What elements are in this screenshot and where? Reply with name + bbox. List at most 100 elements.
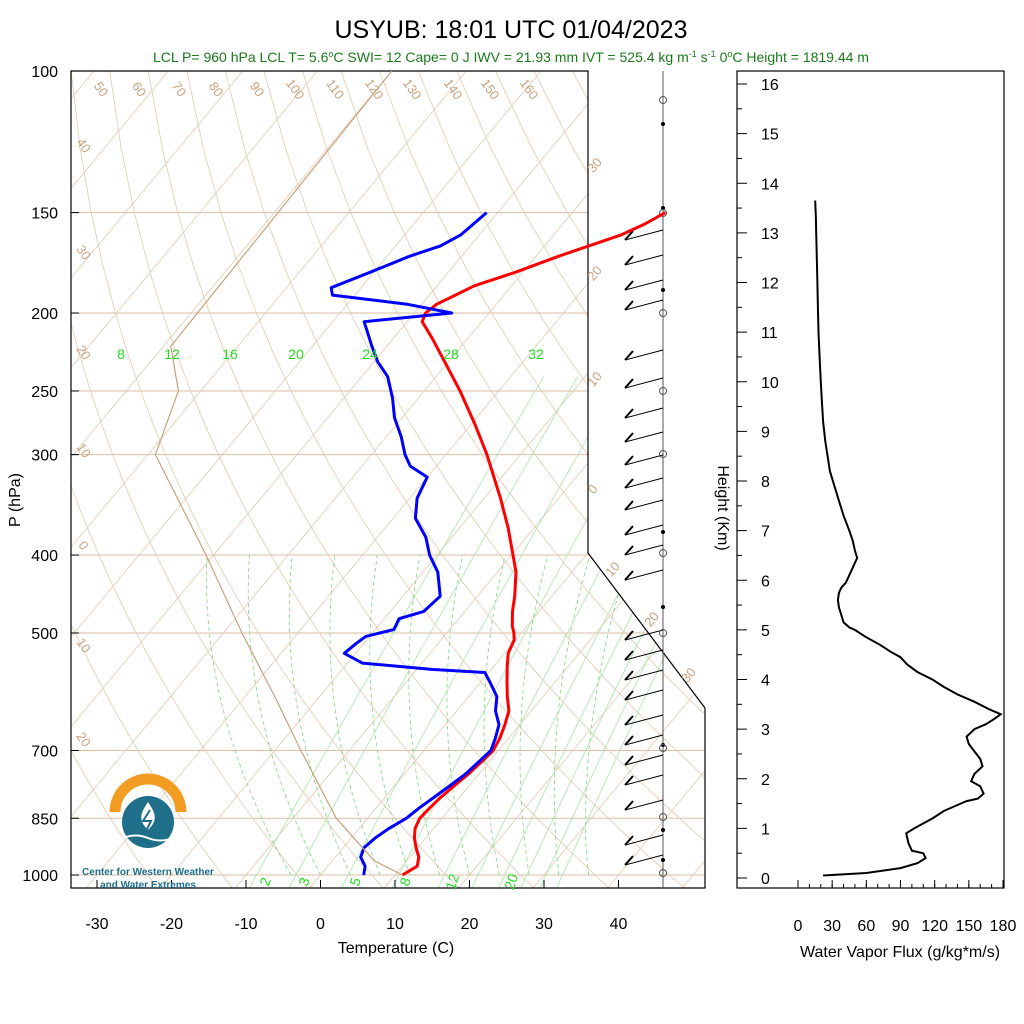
wind-barb-flag [624, 350, 634, 361]
temperature-line [401, 211, 667, 877]
wind-calm-dot [661, 288, 665, 292]
wind-barb [624, 669, 664, 681]
flux-frame [736, 70, 1005, 889]
dry-adiabat-label: 160 [517, 76, 542, 102]
parcel-line [154, 71, 403, 876]
dry-adiabat-line [71, 71, 463, 888]
height-tick-label: 3 [761, 722, 770, 739]
x-tick-label: -20 [160, 916, 183, 933]
wind-calm-dot [661, 828, 665, 832]
mixing-ratio-label: 16 [222, 346, 238, 362]
y-tick-label: 400 [31, 548, 58, 565]
isotherm-label: 10 [73, 635, 94, 655]
dry-adiabat-line [649, 71, 705, 888]
wind-barb [624, 477, 664, 489]
wind-calm-dot [661, 858, 665, 862]
isotherm-line [71, 71, 244, 888]
wind-barb-flag [624, 755, 634, 766]
mixing-ratio-line [389, 376, 666, 888]
dry-adiabat-line [71, 71, 161, 888]
mixing-ratio-label: 8 [117, 346, 125, 362]
flux-tick-label: 120 [921, 918, 948, 935]
droplet-icon [141, 802, 155, 830]
isotherm-label: 0 [75, 538, 91, 553]
dry-adiabat-line [302, 71, 705, 888]
wind-barb-flag [624, 570, 634, 581]
wind-barb [624, 377, 664, 389]
moist-adiabat-line [446, 555, 470, 876]
isotherm-label: 30 [678, 665, 699, 686]
wind-station-circle [659, 813, 667, 821]
wind-barb-flag [624, 525, 634, 536]
mixing-ratio-line [286, 376, 578, 888]
dewpoint-line [329, 211, 501, 876]
mixing-ratio-line [338, 376, 623, 888]
height-tick-label: 16 [761, 77, 779, 94]
wind-barb [624, 799, 664, 811]
dry-adiabat-label: 70 [169, 79, 190, 99]
wind-barb [624, 431, 664, 443]
isotherm-line [604, 71, 705, 888]
logo-text-line1: Center for Western Weather [82, 867, 214, 878]
isotherm-label: 10 [73, 440, 94, 460]
isotherm-label: 20 [73, 729, 94, 749]
isotherm-label: 20 [641, 609, 662, 630]
wind-barb [624, 734, 664, 746]
isotherm-label: 20 [73, 342, 94, 362]
mixing-ratio-label: 12 [442, 871, 462, 891]
moist-adiabat-line [206, 555, 292, 876]
mixing-ratio-label: 12 [164, 346, 180, 362]
dry-adiabat-label: 60 [129, 79, 150, 99]
moist-adiabat-line [519, 554, 549, 876]
moist-adiabat-line [329, 555, 381, 876]
dry-adiabat-line [494, 71, 705, 888]
chart-title: USYUB: 18:01 UTC 01/04/2023 [335, 16, 688, 44]
y-tick-label: 150 [31, 206, 58, 223]
height-tick-label: 8 [761, 474, 770, 491]
logo-text-line2: and Water Extremes [100, 880, 196, 891]
isotherm-line [71, 71, 542, 888]
wind-barb-flag [624, 690, 634, 701]
moist-adiabat-line [288, 555, 351, 876]
dry-adiabat-label: 50 [91, 79, 112, 99]
height-tick-label: 10 [761, 375, 779, 392]
dry-adiabat-line [340, 71, 705, 888]
wind-barb-flag [624, 545, 634, 556]
isotherm-line [455, 71, 705, 888]
dry-adiabat-line [186, 71, 690, 888]
y-axis-title: P (hPa) [7, 473, 24, 527]
dry-adiabat-label: 130 [400, 76, 425, 102]
moist-adiabat-line [585, 554, 631, 876]
wind-station-circle [659, 629, 667, 637]
isotherm-label: 30 [73, 242, 94, 262]
isotherm-label: 20 [584, 263, 605, 284]
dry-adiabat-label: 140 [441, 76, 466, 102]
moist-adiabat-line [247, 555, 321, 876]
wind-calm-dot [661, 530, 665, 534]
dry-adiabat-line [379, 71, 705, 888]
dry-adiabat-line [225, 71, 705, 888]
wind-barb [624, 229, 664, 241]
mixing-ratio-label: 20 [288, 346, 304, 362]
flux-tick-label: 90 [892, 918, 910, 935]
dry-adiabat-line [71, 71, 312, 888]
y-tick-label: 1000 [22, 868, 58, 885]
height-tick-label: 11 [761, 325, 778, 342]
mixing-ratio-label: 20 [501, 871, 521, 891]
x-tick-label: -30 [85, 916, 108, 933]
x-tick-label: 20 [461, 916, 479, 933]
wind-barb [624, 279, 664, 291]
wind-station-circle [659, 450, 667, 458]
wind-barb [624, 544, 664, 556]
height-axis-title: Height (Km) [714, 465, 731, 550]
height-tick-label: 0 [761, 871, 770, 888]
mixing-ratio-label: 24 [362, 346, 378, 362]
moist-adiabat-line [553, 554, 591, 876]
isotherm-label: 0 [584, 482, 600, 497]
x-tick-label: 30 [535, 916, 553, 933]
wind-barb-flag [624, 735, 634, 746]
wind-barb-flag [624, 715, 634, 726]
isotherm-line [380, 71, 705, 888]
wind-barb-flag [624, 408, 634, 419]
